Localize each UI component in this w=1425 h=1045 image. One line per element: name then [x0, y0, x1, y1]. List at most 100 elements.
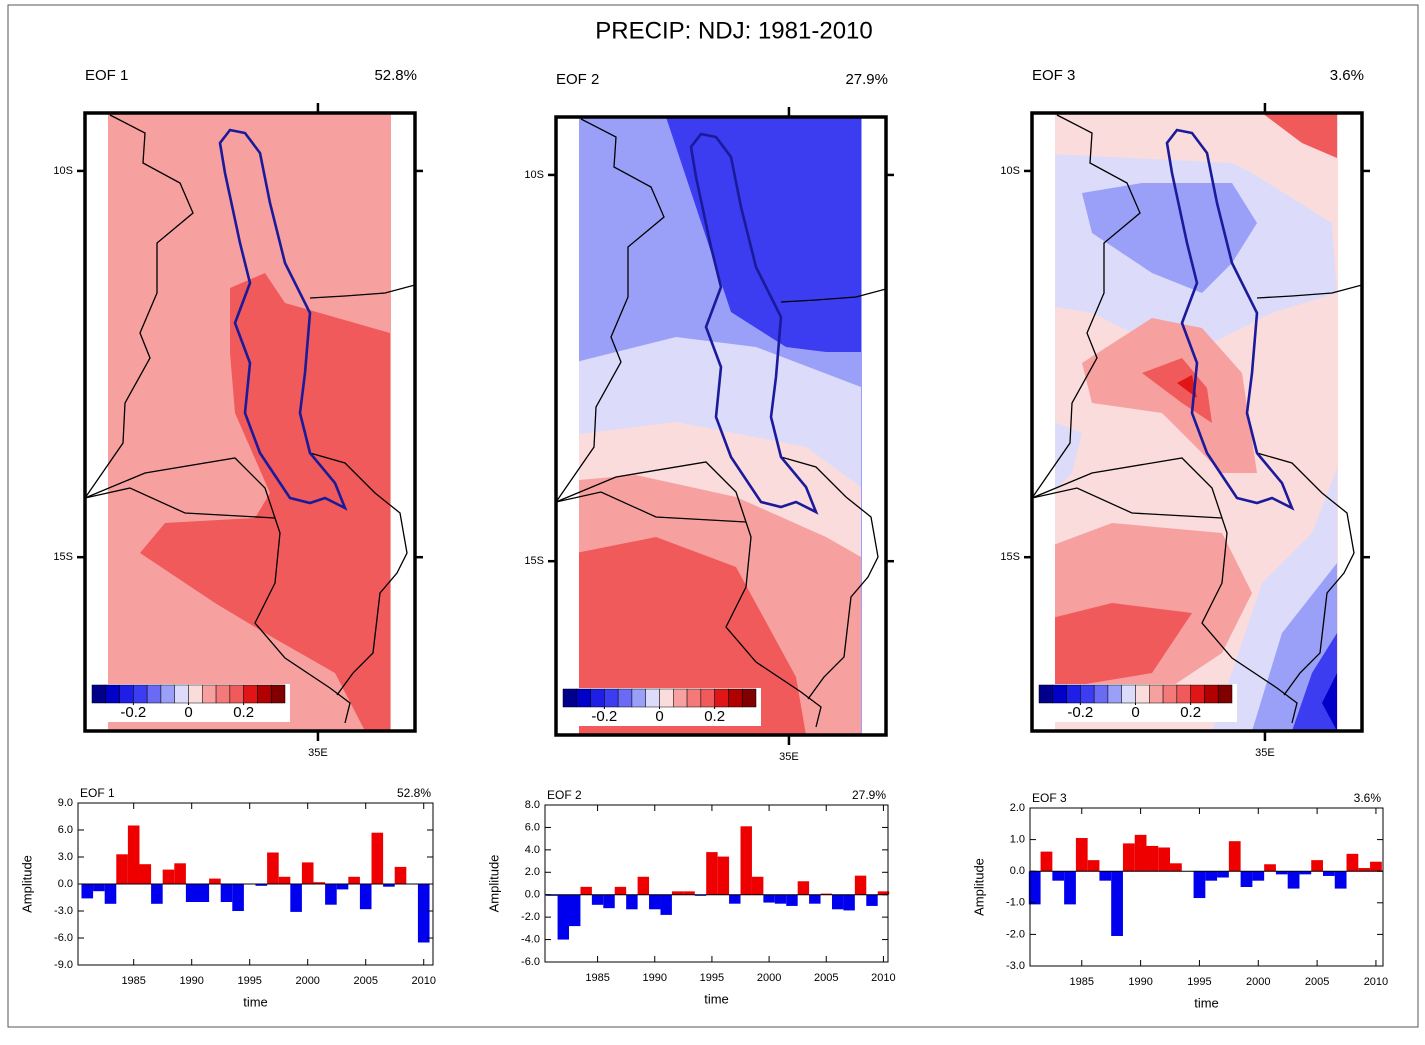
- bar: [151, 884, 163, 904]
- map-field: [579, 117, 862, 735]
- map-borders: [85, 114, 415, 724]
- colorbar-box: [673, 688, 688, 708]
- x-tick-label: 1990: [1128, 976, 1152, 988]
- bar: [267, 852, 279, 884]
- colorbar-box: [105, 684, 120, 704]
- country-border: [556, 461, 822, 728]
- y-tick-label: 0.0: [58, 878, 73, 890]
- bar: [139, 864, 152, 884]
- bar: [1240, 871, 1253, 887]
- y-tick-label: -3.0: [1006, 960, 1025, 972]
- field-contour: [1082, 183, 1257, 293]
- colorbar-box: [1080, 684, 1095, 704]
- colorbar-label: 0.2: [1180, 704, 1201, 721]
- x-tick-label: 2005: [1305, 976, 1329, 988]
- colorbar-box: [133, 684, 148, 704]
- field-contour: [1322, 673, 1337, 731]
- bar: [417, 884, 430, 943]
- y-tick-label: 0.0: [525, 889, 540, 901]
- colorbar-box: [1176, 684, 1191, 704]
- field-contour: [1055, 422, 1082, 490]
- bar: [877, 891, 890, 895]
- bar: [671, 891, 684, 895]
- y-tick-label: -4.0: [521, 933, 540, 945]
- bar-chart: -6.0 -4.0 -2.0 0.0 2.0 4.0 6.0 8.0 1985 1990 1995 2…: [486, 788, 895, 1006]
- bar: [831, 894, 844, 910]
- bar: [290, 884, 302, 912]
- bar: [1111, 871, 1123, 936]
- colorbar-box: [1107, 684, 1122, 704]
- colorbar-label: 0: [1131, 704, 1139, 721]
- y-tick-label: -9.0: [54, 959, 73, 971]
- bar-chart: -3.0 -2.0 -1.0 0.0 1.0 2.0 1985 1990 1995 2000 200…: [971, 791, 1388, 1010]
- bar: [1052, 871, 1065, 881]
- y-tick-label: 9.0: [58, 797, 73, 809]
- bar: [359, 884, 372, 910]
- bar: [626, 894, 638, 910]
- bar: [1275, 871, 1288, 875]
- y-tick-label: -3.0: [54, 905, 73, 917]
- colorbar-box: [215, 684, 231, 704]
- colorbar-box: [91, 684, 107, 704]
- bar: [854, 875, 867, 895]
- colorbar-box: [1149, 684, 1164, 704]
- country-border: [85, 457, 351, 724]
- bar: [301, 862, 314, 884]
- colorbar-box: [1135, 684, 1150, 704]
- map-frame: [554, 115, 888, 737]
- colorbar-box: [604, 688, 619, 708]
- bar: [383, 884, 395, 887]
- bar: [660, 894, 672, 915]
- bar: [866, 894, 878, 906]
- colorbar-box: [631, 688, 646, 708]
- y-tick-label: 0.0: [1010, 865, 1025, 877]
- bar: [371, 832, 384, 884]
- field-contour: [1055, 603, 1192, 690]
- colorbar-box: [257, 684, 272, 704]
- map-frame: [83, 111, 417, 733]
- colorbar-box: [243, 684, 258, 704]
- x-tick-label: 1985: [585, 972, 609, 984]
- country-border: [309, 452, 408, 696]
- y-tick-label: -6.0: [54, 932, 73, 944]
- bar: [1146, 845, 1159, 872]
- x-tick-label: 1985: [121, 975, 145, 987]
- bar: [1346, 853, 1359, 872]
- y-tick-label: 1.0: [1010, 834, 1025, 846]
- x-tick-label: 2005: [353, 975, 377, 987]
- bar: [336, 884, 349, 890]
- bar: [1299, 871, 1312, 875]
- bar: [1322, 871, 1335, 876]
- bar: [1075, 838, 1088, 872]
- figure-title: PRECIP: NDJ: 1981-2010: [595, 17, 872, 44]
- lat-label: 10S: [53, 165, 73, 177]
- lat-label: 15S: [524, 555, 544, 567]
- bar: [1358, 868, 1371, 872]
- y-axis-label: Amplitude: [19, 855, 34, 913]
- colorbar-label: 0: [655, 708, 663, 725]
- x-tick-label: 2010: [871, 972, 895, 984]
- bar: [162, 869, 175, 884]
- bar: [232, 884, 244, 911]
- country-border: [1032, 457, 1298, 724]
- colorbar-label: -0.2: [591, 708, 617, 725]
- colorbar-label: -0.2: [120, 704, 146, 721]
- colorbar-box: [686, 688, 702, 708]
- bar: [1170, 863, 1182, 872]
- x-tick-label: 2010: [1364, 976, 1388, 988]
- bar: [580, 886, 592, 895]
- y-axis-label: Amplitude: [971, 858, 986, 916]
- map-panel: -0.2 0 0.2 EOF 3 3.6% 10S 15S 35E: [1000, 67, 1370, 759]
- bar: [694, 894, 707, 896]
- bar: [1040, 851, 1053, 872]
- bar: [1264, 864, 1276, 872]
- lake-outline: [689, 132, 819, 515]
- x-tick-label: 1995: [1187, 976, 1211, 988]
- bar: [603, 894, 615, 909]
- bar: [174, 863, 186, 884]
- colorbar-box: [1217, 684, 1233, 704]
- y-tick-label: -2.0: [521, 911, 540, 923]
- bar: [220, 884, 233, 902]
- bar-chart: -9.0 -6.0 -3.0 0.0 3.0 6.0 9.0 1985 1990 1995 2000…: [19, 786, 436, 1009]
